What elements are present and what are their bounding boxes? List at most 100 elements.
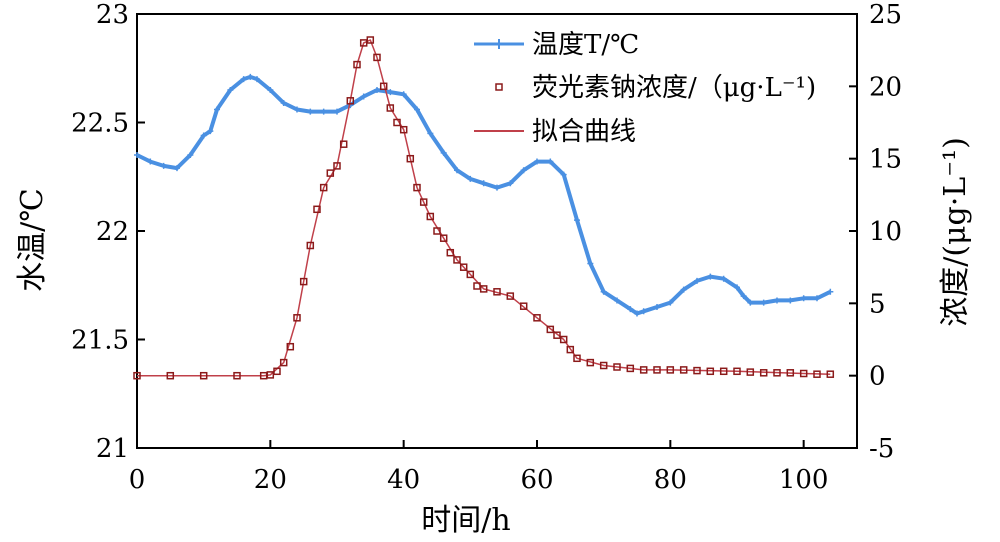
concentration-point xyxy=(519,302,528,310)
temperature-point xyxy=(247,73,254,80)
concentration-point xyxy=(533,314,541,322)
concentration-point xyxy=(439,234,448,242)
temperature-point xyxy=(574,217,580,224)
temperature-point xyxy=(240,76,247,83)
temperature-point xyxy=(134,152,140,159)
concentration-point xyxy=(379,82,388,91)
concentration-point xyxy=(706,367,715,376)
temperature-point xyxy=(827,288,834,295)
temperature-point xyxy=(587,260,594,267)
concentration-point xyxy=(313,205,321,214)
concentration-point xyxy=(339,140,348,148)
temperature-point xyxy=(387,89,394,96)
temperature-point xyxy=(360,93,367,100)
concentration-point xyxy=(319,183,328,192)
temperature-point xyxy=(280,99,287,106)
concentration-point xyxy=(199,371,208,380)
y-right-tick-label: 25 xyxy=(869,0,902,30)
y-right-tick-label: -5 xyxy=(869,434,894,464)
concentration-point xyxy=(433,227,441,235)
concentration-point xyxy=(166,371,175,380)
y-left-tick-label: 22.5 xyxy=(71,109,129,139)
concentration-point xyxy=(553,331,561,339)
temperature-point xyxy=(214,106,220,113)
concentration-point xyxy=(393,118,401,127)
y-left-tick-label: 21 xyxy=(96,434,129,464)
concentration-point xyxy=(133,371,141,380)
concentration-point xyxy=(759,369,768,377)
temperature-point xyxy=(560,171,567,178)
concentration-point xyxy=(286,342,295,351)
concentration-point xyxy=(453,256,461,264)
temperature-point xyxy=(227,86,234,93)
temperature-point xyxy=(320,108,327,115)
concentration-point xyxy=(746,368,755,376)
temperature-point xyxy=(267,86,274,93)
y-left-tick-label: 21.5 xyxy=(71,326,129,356)
y-right-axis-label: 浓度/(μg·L⁻¹) xyxy=(938,137,973,327)
y-right-tick-label: 10 xyxy=(869,217,902,247)
temperature-point xyxy=(400,91,407,98)
temperature-point xyxy=(760,299,767,306)
concentration-point xyxy=(573,354,581,363)
legend-conc-label: 荧光素钠浓度/（μg·L⁻¹) xyxy=(532,73,816,103)
temperature-point xyxy=(654,303,660,310)
temperature-point xyxy=(634,310,640,317)
y-left-tick-label: 23 xyxy=(96,0,129,30)
concentration-point xyxy=(346,97,355,105)
temperature-point xyxy=(374,86,380,93)
temperature-point xyxy=(254,76,260,83)
concentration-point xyxy=(293,314,301,322)
temperature-point xyxy=(200,132,207,139)
x-tick-label: 40 xyxy=(387,465,420,495)
temperature-point xyxy=(614,297,620,304)
concentration-point xyxy=(559,335,568,344)
concentration-point xyxy=(826,370,835,378)
x-tick-label: 0 xyxy=(129,465,146,495)
temperature-point xyxy=(414,106,420,113)
legend-fit-label: 拟合曲线 xyxy=(532,117,636,147)
x-tick-label: 80 xyxy=(654,465,687,495)
concentration-point xyxy=(679,366,688,374)
x-axis-label: 时间/h xyxy=(421,503,510,538)
concentration-series xyxy=(133,36,835,380)
legend-temp-marker xyxy=(494,39,504,49)
concentration-point xyxy=(459,263,468,271)
concentration-point xyxy=(326,169,335,177)
y-right-tick-label: 15 xyxy=(869,145,902,175)
temperature-point xyxy=(747,299,754,306)
concentration-point xyxy=(813,370,821,378)
legend-conc-marker xyxy=(495,83,503,91)
concentration-point xyxy=(786,369,795,377)
temperature-point xyxy=(534,158,540,165)
concentration-point xyxy=(273,367,281,376)
concentration-point xyxy=(413,183,421,192)
concentration-point xyxy=(419,198,428,206)
legend: 温度T/℃ 荧光素钠浓度/（μg·L⁻¹) 拟合曲线 xyxy=(474,30,816,147)
x-tick-label: 100 xyxy=(779,465,829,495)
y-right-axis-ticks: -5 0 5 10 15 20 25 xyxy=(849,0,902,464)
concentration-point xyxy=(586,358,595,367)
concentration-point xyxy=(406,154,415,163)
temperature-point xyxy=(734,284,740,291)
concentration-point xyxy=(733,367,741,376)
temperature-point xyxy=(800,295,807,302)
temperature-point xyxy=(174,165,180,172)
concentration-point xyxy=(613,363,621,371)
temperature-point xyxy=(494,184,500,191)
concentration-point xyxy=(373,53,381,62)
temperature-point xyxy=(627,306,634,313)
temperature-point xyxy=(334,108,340,115)
concentration-point xyxy=(599,361,608,370)
concentration-point xyxy=(306,241,315,250)
temperature-point xyxy=(467,175,474,182)
temperature-point xyxy=(600,288,607,295)
concentration-point xyxy=(426,212,435,221)
concentration-point xyxy=(446,248,455,257)
fit-curve-line xyxy=(137,39,831,377)
concentration-point xyxy=(546,325,555,334)
concentration-point xyxy=(626,364,635,373)
y-right-tick-label: 5 xyxy=(869,289,886,319)
temperature-point xyxy=(187,152,194,159)
